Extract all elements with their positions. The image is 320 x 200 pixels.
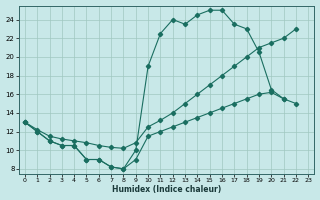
X-axis label: Humidex (Indice chaleur): Humidex (Indice chaleur)	[112, 185, 221, 194]
